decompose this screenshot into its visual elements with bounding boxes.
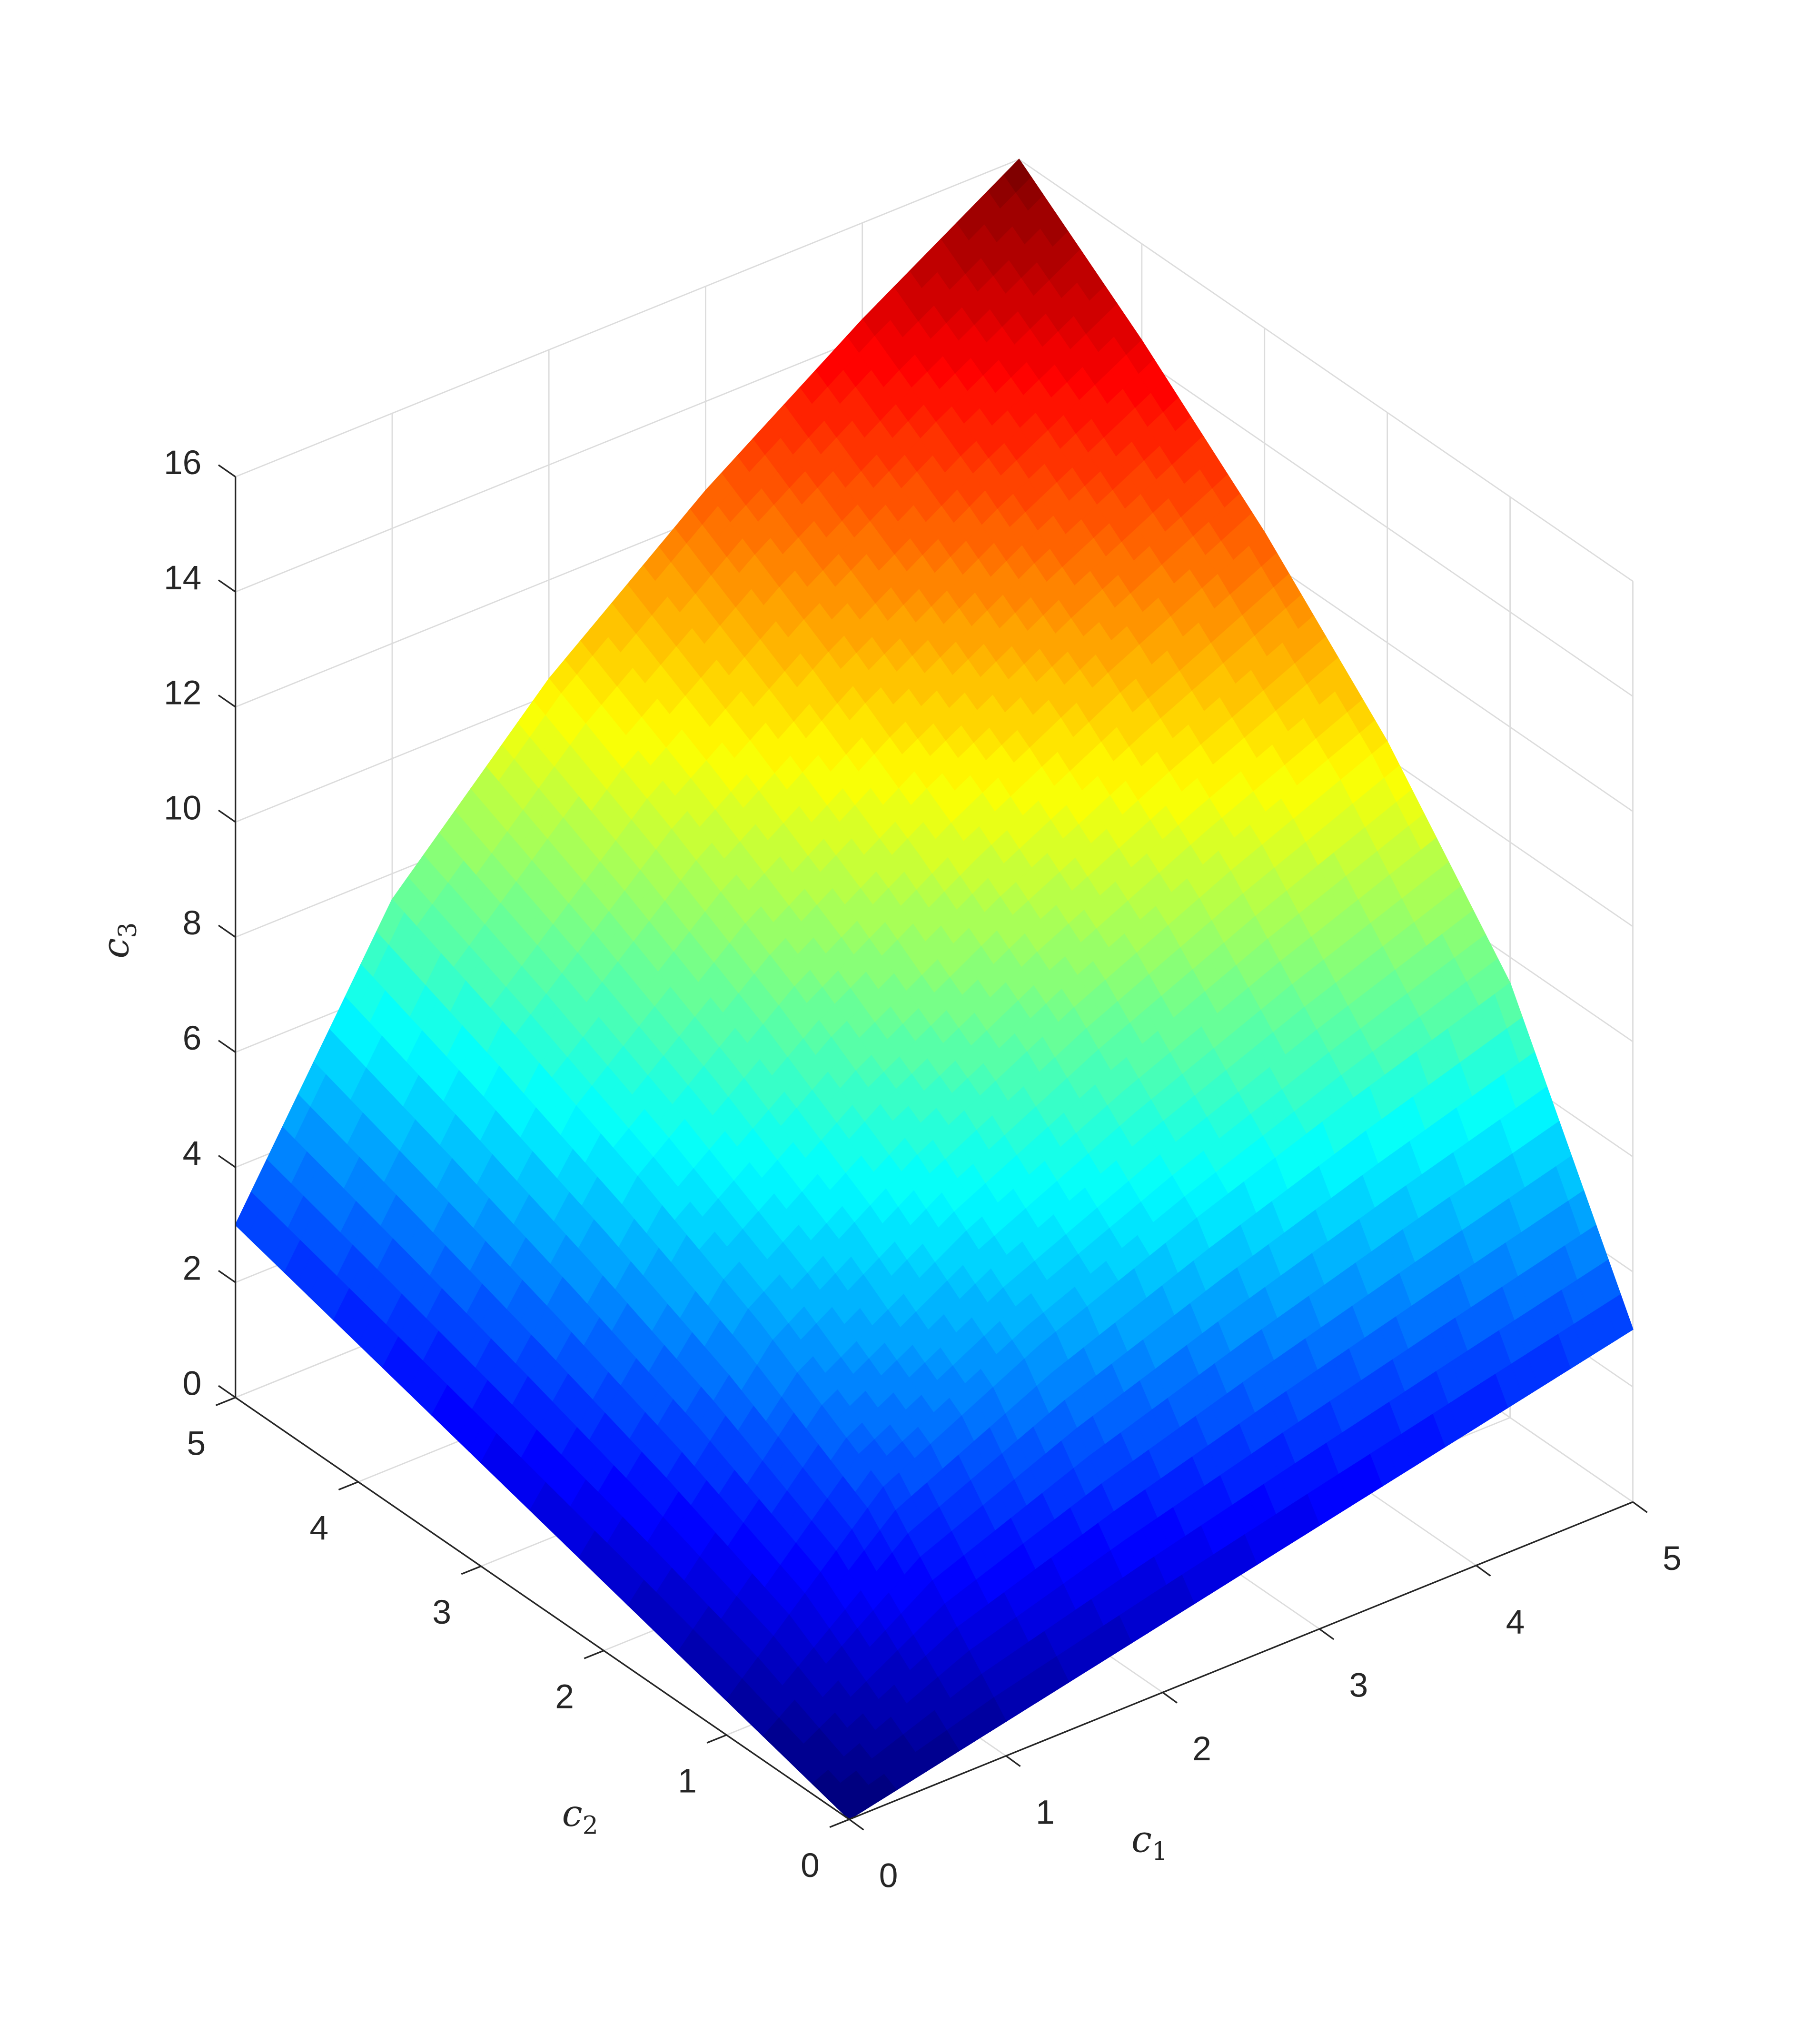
z-tick — [218, 809, 236, 823]
x-tick — [1319, 1628, 1335, 1640]
y-tick-label: 4 — [309, 1509, 328, 1547]
y-tick-label: 0 — [801, 1846, 820, 1885]
y-axis-label: c2 — [562, 1793, 598, 1840]
z-tick-label: 12 — [164, 674, 201, 712]
y-tick-label: 3 — [432, 1593, 451, 1631]
x-tick — [1162, 1692, 1178, 1704]
z-tick — [218, 1155, 236, 1168]
y-tick-label: 2 — [555, 1677, 574, 1716]
z-tick — [218, 579, 236, 593]
z-tick-label: 14 — [164, 559, 201, 597]
x-axis-label: c1 — [1131, 1819, 1168, 1866]
y-tick — [706, 1734, 727, 1744]
x-tick — [849, 1818, 864, 1831]
surface — [235, 159, 1634, 1820]
y-tick-label: 5 — [187, 1425, 206, 1463]
x-tick-label: 2 — [1192, 1730, 1211, 1768]
y-tick — [584, 1650, 604, 1659]
z-tick — [218, 464, 236, 477]
x-tick — [1476, 1565, 1491, 1577]
z-tick-label: 16 — [164, 444, 201, 482]
z-tick-label: 10 — [164, 789, 201, 827]
z-tick — [218, 924, 236, 938]
z-tick — [218, 1040, 236, 1053]
x-tick-label: 0 — [879, 1857, 898, 1895]
x-axis-line — [849, 1501, 1634, 1820]
grid-line — [235, 159, 1020, 477]
y-tick-label: 1 — [678, 1762, 697, 1800]
x-tick-label: 1 — [1036, 1793, 1055, 1831]
y-tick — [829, 1818, 850, 1828]
z-tick-label: 6 — [183, 1019, 202, 1057]
axes — [215, 464, 1648, 1831]
x-tick — [1005, 1755, 1021, 1767]
z-tick — [218, 1385, 236, 1399]
y-axis-line — [235, 1397, 850, 1820]
z-tick — [218, 1270, 236, 1283]
x-tick-label: 3 — [1349, 1667, 1368, 1705]
z-tick-label: 8 — [183, 904, 202, 942]
z-axis-label: c3 — [95, 922, 142, 958]
y-tick — [215, 1397, 236, 1406]
z-tick-label: 0 — [183, 1364, 202, 1402]
y-tick — [338, 1481, 359, 1491]
surface-patch — [836, 1796, 866, 1820]
z-tick-label: 2 — [183, 1250, 202, 1288]
y-tick — [461, 1565, 482, 1575]
grid-line — [1019, 159, 1634, 582]
x-tick-label: 5 — [1663, 1539, 1682, 1578]
z-tick — [218, 695, 236, 708]
x-tick-label: 4 — [1506, 1603, 1525, 1641]
z-tick-label: 4 — [183, 1134, 202, 1172]
x-tick — [1632, 1501, 1648, 1513]
